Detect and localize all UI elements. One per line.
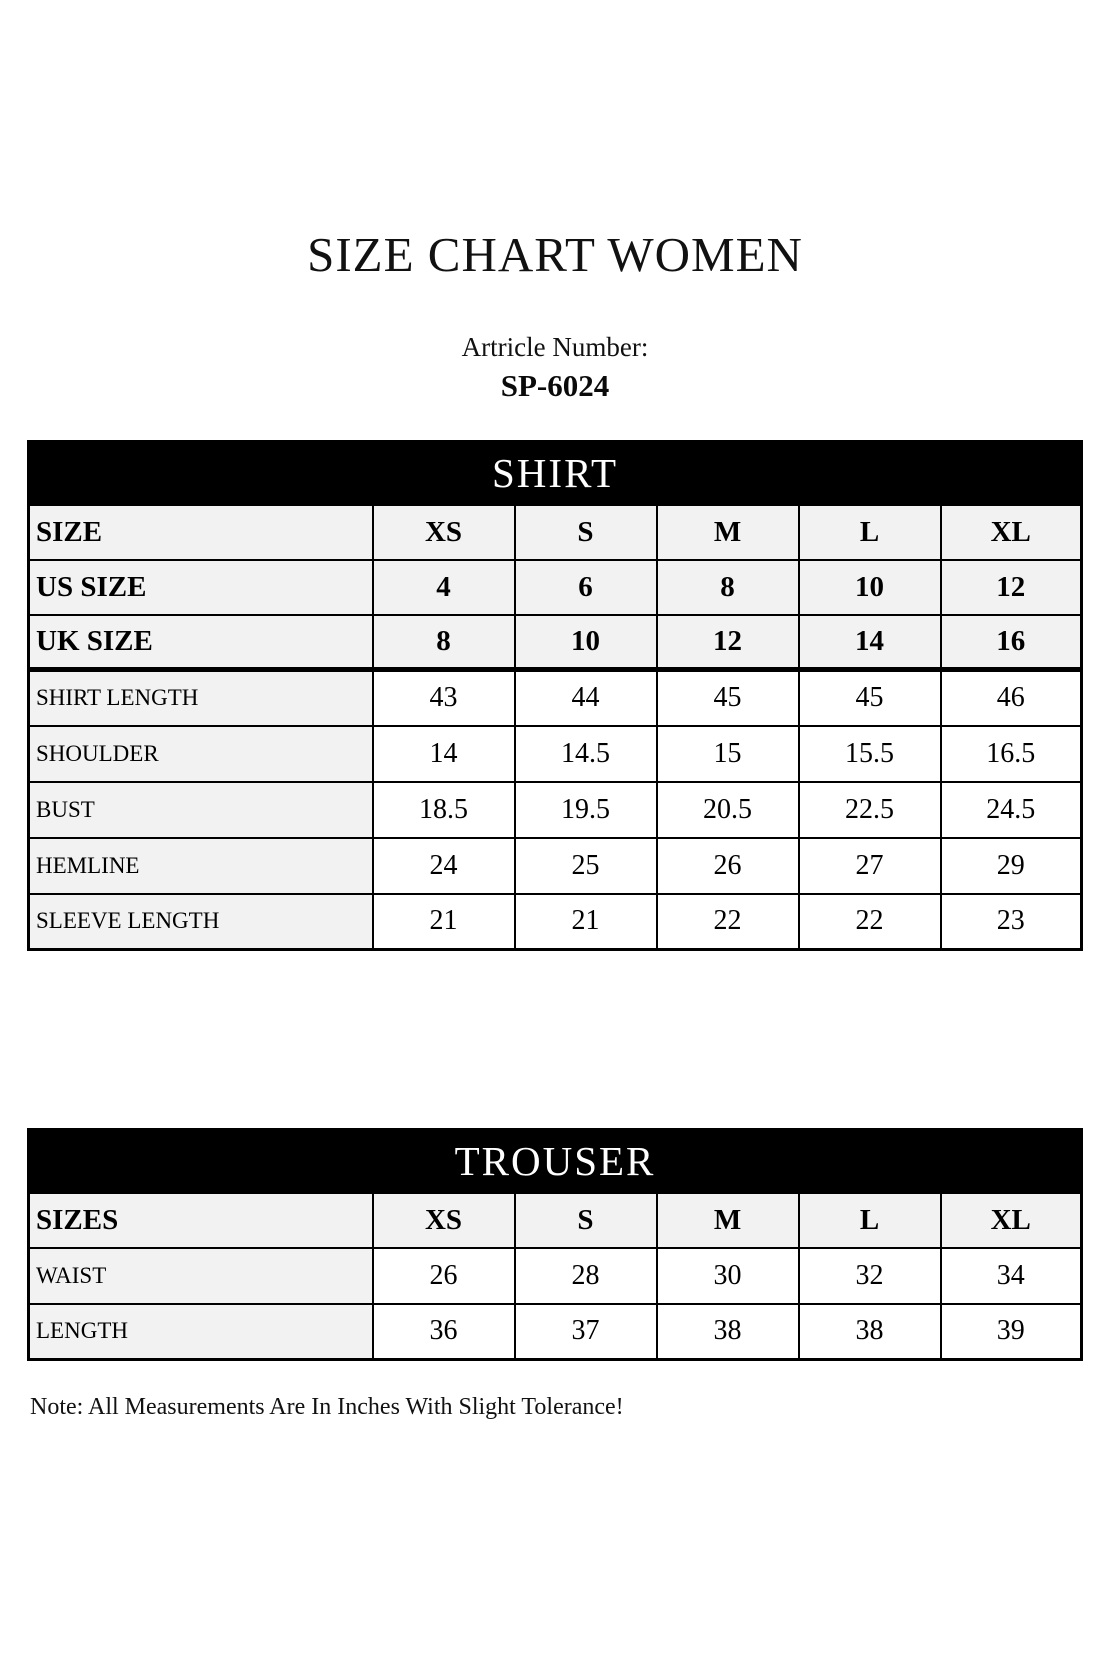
value-cell: 16.5 xyxy=(939,724,1083,783)
value-cell: 37 xyxy=(513,1302,658,1361)
value-cell: 25 xyxy=(513,836,658,895)
row-shirt-length: SHIRT LENGTH 43 44 45 45 46 xyxy=(27,668,1083,727)
row-bust: BUST 18.5 19.5 20.5 22.5 24.5 xyxy=(27,780,1083,839)
row-label: SLEEVE LENGTH xyxy=(27,892,374,951)
value-cell: S xyxy=(513,1191,658,1249)
row-sizes: SIZES XS S M L XL xyxy=(27,1191,1083,1249)
value-cell: 26 xyxy=(371,1246,516,1305)
value-cell: XS xyxy=(371,503,516,561)
value-cell: 10 xyxy=(513,613,658,672)
row-label: LENGTH xyxy=(27,1302,374,1361)
article-number-value: SP-6024 xyxy=(500,368,610,403)
value-cell: M xyxy=(655,1191,800,1249)
value-cell: 10 xyxy=(797,558,942,616)
row-length: LENGTH 36 37 38 38 39 xyxy=(27,1302,1083,1361)
page-title: SIZE CHART WOMEN xyxy=(307,227,803,282)
row-us-size: US SIZE 4 6 8 10 12 xyxy=(27,558,1083,616)
value-cell: 32 xyxy=(797,1246,942,1305)
value-cell: 21 xyxy=(371,892,516,951)
note-text: Note: All Measurements Are In Inches Wit… xyxy=(30,1394,624,1420)
row-label: SIZES xyxy=(27,1191,374,1249)
value-cell: 8 xyxy=(655,558,800,616)
value-cell: 38 xyxy=(655,1302,800,1361)
shirt-size-table: SHIRT SIZE XS S M L XL US SIZE 4 6 8 10 … xyxy=(27,440,1083,951)
row-size: SIZE XS S M L XL xyxy=(27,503,1083,561)
value-cell: 21 xyxy=(513,892,658,951)
value-cell: 26 xyxy=(655,836,800,895)
value-cell: 39 xyxy=(939,1302,1083,1361)
value-cell: 22 xyxy=(797,892,942,951)
shirt-table-title: SHIRT xyxy=(27,440,1083,506)
value-cell: XL xyxy=(939,1191,1083,1249)
trouser-table-title: TROUSER xyxy=(27,1128,1083,1194)
row-hemline: HEMLINE 24 25 26 27 29 xyxy=(27,836,1083,895)
value-cell: 8 xyxy=(371,613,516,672)
row-sleeve-length: SLEEVE LENGTH 21 21 22 22 23 xyxy=(27,892,1083,951)
value-cell: M xyxy=(655,503,800,561)
value-cell: 27 xyxy=(797,836,942,895)
shirt-table-title-row: SHIRT xyxy=(27,440,1083,506)
value-cell: 36 xyxy=(371,1302,516,1361)
row-waist: WAIST 26 28 30 32 34 xyxy=(27,1246,1083,1305)
value-cell: 45 xyxy=(797,668,942,727)
value-cell: 12 xyxy=(655,613,800,672)
trouser-size-table: TROUSER SIZES XS S M L XL WAIST 26 28 30… xyxy=(27,1128,1083,1361)
value-cell: 6 xyxy=(513,558,658,616)
value-cell: 28 xyxy=(513,1246,658,1305)
row-uk-size: UK SIZE 8 10 12 14 16 xyxy=(27,613,1083,672)
value-cell: 4 xyxy=(371,558,516,616)
value-cell: 34 xyxy=(939,1246,1083,1305)
value-cell: XL xyxy=(939,503,1083,561)
value-cell: 30 xyxy=(655,1246,800,1305)
row-shoulder: SHOULDER 14 14.5 15 15.5 16.5 xyxy=(27,724,1083,783)
value-cell: 23 xyxy=(939,892,1083,951)
value-cell: 14 xyxy=(797,613,942,672)
row-label: US SIZE xyxy=(27,558,374,616)
value-cell: 24 xyxy=(371,836,516,895)
value-cell: 14 xyxy=(371,724,516,783)
value-cell: L xyxy=(797,1191,942,1249)
row-label: WAIST xyxy=(27,1246,374,1305)
trouser-table-title-row: TROUSER xyxy=(27,1128,1083,1194)
value-cell: 15.5 xyxy=(797,724,942,783)
article-number-label: Artricle Number: xyxy=(461,332,649,362)
value-cell: 19.5 xyxy=(513,780,658,839)
row-label: SHIRT LENGTH xyxy=(27,668,374,727)
value-cell: XS xyxy=(371,1191,516,1249)
value-cell: 44 xyxy=(513,668,658,727)
row-label: HEMLINE xyxy=(27,836,374,895)
value-cell: 24.5 xyxy=(939,780,1083,839)
value-cell: 22.5 xyxy=(797,780,942,839)
value-cell: 20.5 xyxy=(655,780,800,839)
value-cell: 14.5 xyxy=(513,724,658,783)
row-label: SIZE xyxy=(27,503,374,561)
value-cell: 43 xyxy=(371,668,516,727)
value-cell: 46 xyxy=(939,668,1083,727)
row-label: SHOULDER xyxy=(27,724,374,783)
row-label: BUST xyxy=(27,780,374,839)
value-cell: 29 xyxy=(939,836,1083,895)
value-cell: 22 xyxy=(655,892,800,951)
value-cell: 16 xyxy=(939,613,1083,672)
value-cell: 18.5 xyxy=(371,780,516,839)
value-cell: 15 xyxy=(655,724,800,783)
value-cell: 38 xyxy=(797,1302,942,1361)
value-cell: L xyxy=(797,503,942,561)
value-cell: 12 xyxy=(939,558,1083,616)
row-label: UK SIZE xyxy=(27,613,374,672)
value-cell: 45 xyxy=(655,668,800,727)
value-cell: S xyxy=(513,503,658,561)
